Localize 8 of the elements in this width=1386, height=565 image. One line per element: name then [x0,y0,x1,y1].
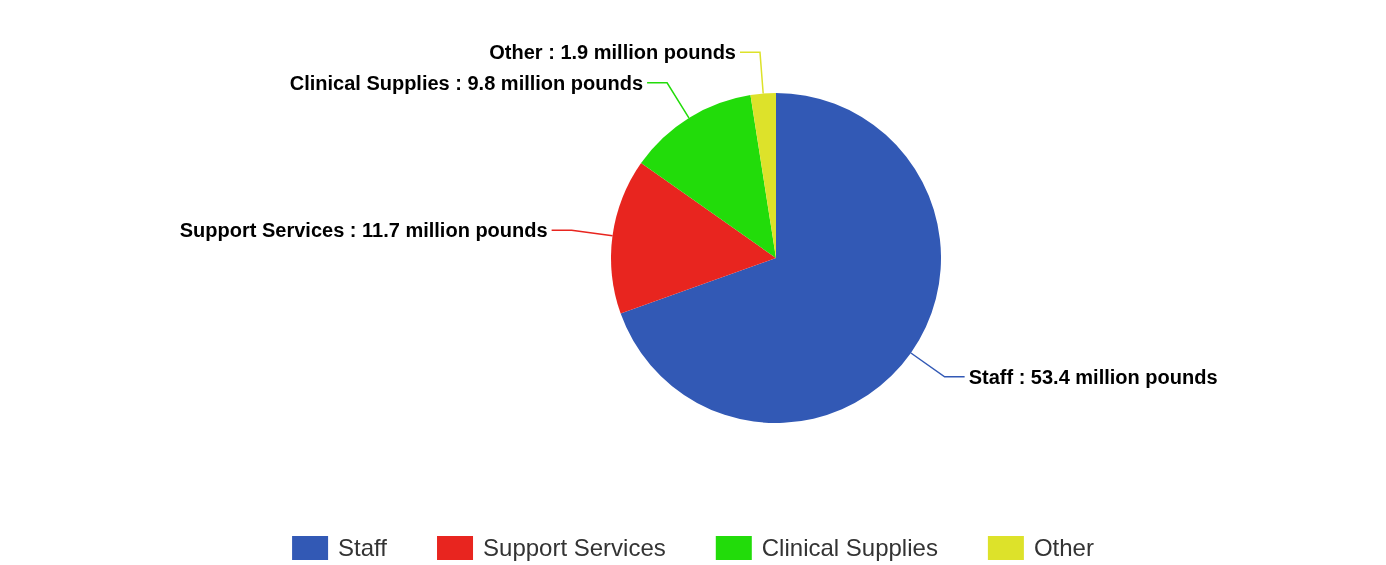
data-label: Clinical Supplies : 9.8 million pounds [289,71,644,94]
data-label: Staff : 53.4 million pounds [968,365,1218,388]
legend-label: Staff [338,534,388,562]
data-label: Other : 1.9 million pounds [489,41,736,64]
legend-label: Other [1033,534,1094,562]
data-label: Support Services : 11.7 million pounds [179,219,548,242]
legend-label: Support Services [483,534,666,562]
legend-label: Clinical Supplies [761,534,938,562]
